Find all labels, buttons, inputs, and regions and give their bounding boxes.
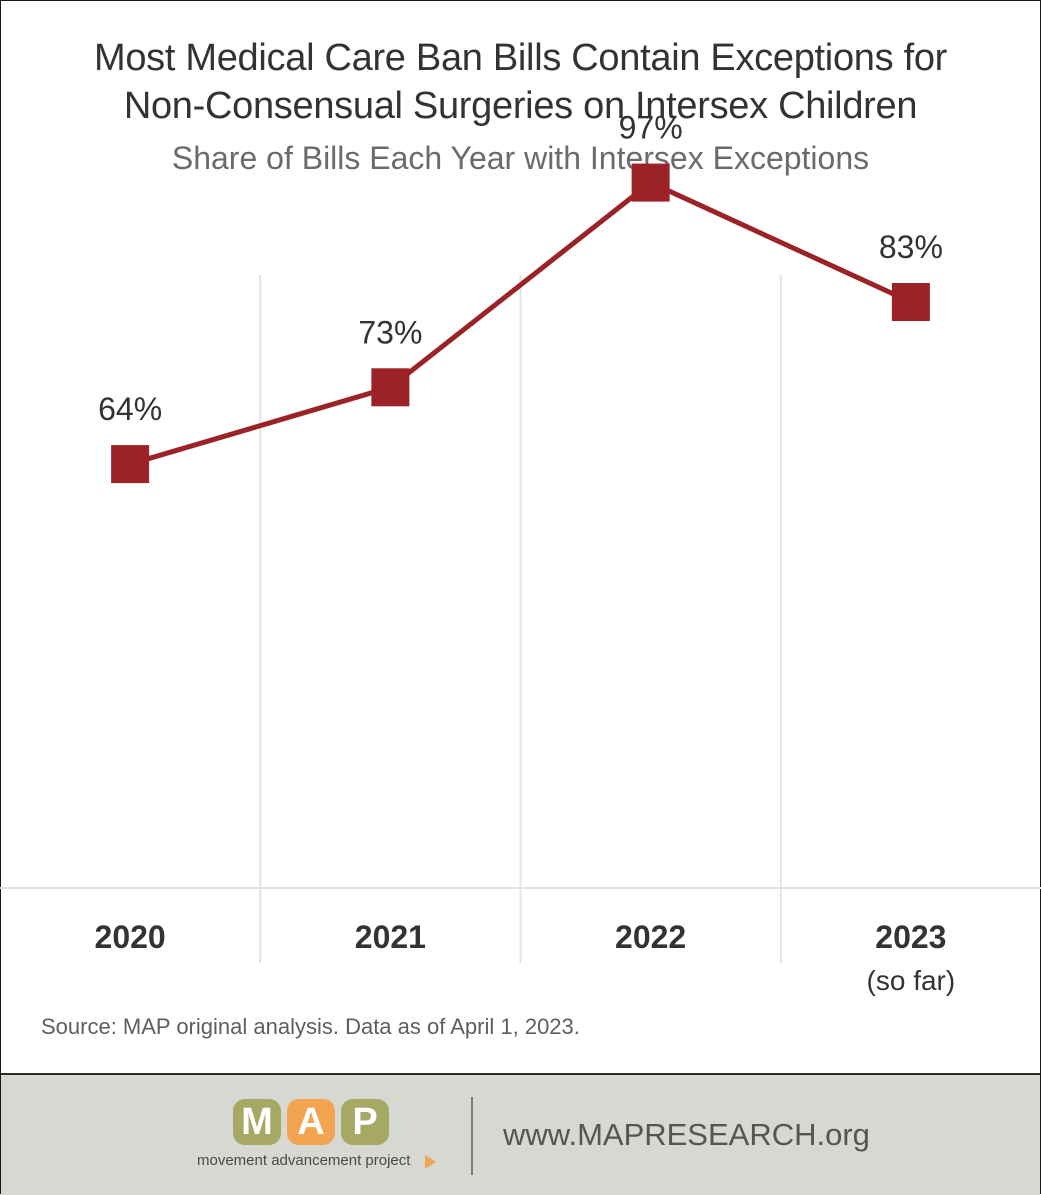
- series-line: [129, 179, 912, 467]
- data-point-2022: [631, 163, 670, 202]
- data-label-2023: 83%: [879, 229, 943, 265]
- logo-letter-m: M: [233, 1099, 281, 1145]
- data-label-2021: 73%: [358, 314, 422, 350]
- data-point-2020: [111, 445, 150, 484]
- logo-letter-a: A: [287, 1099, 335, 1145]
- data-label-2020: 64%: [98, 391, 162, 427]
- x-tick-label-2021: 2021: [355, 919, 426, 955]
- x-tick-label-2022: 2022: [615, 919, 686, 955]
- play-arrow-icon: [425, 1155, 436, 1169]
- logo-letter-p: P: [341, 1099, 389, 1145]
- data-label-2022: 97%: [619, 110, 683, 146]
- chart-subtitle: Share of Bills Each Year with Intersex E…: [171, 140, 870, 176]
- x-tick-label-2023: 2023: [875, 919, 946, 955]
- footer-url-link[interactable]: www.MAPRESEARCH.org: [503, 1117, 870, 1152]
- data-point-2023: [891, 283, 930, 322]
- logo-tagline: movement advancement project: [197, 1152, 411, 1169]
- x-tick-note-2023: (so far): [867, 965, 956, 996]
- map-logo[interactable]: M A P movement advancement project: [197, 1099, 443, 1175]
- line-chart: 64% 73% 97% 83% 2020 2021 2022 2023 (so far): [0, 110, 1041, 996]
- x-tick-label-2020: 2020: [95, 919, 166, 955]
- chart-title-line-2: Non-Consensual Surgeries on Intersex Chi…: [123, 85, 918, 127]
- footer-divider: [471, 1097, 473, 1175]
- footer-bar: M A P movement advancement project www.M…: [1, 1073, 1040, 1195]
- chart-title-line-1: Most Medical Care Ban Bills Contain Exce…: [93, 37, 948, 79]
- source-note: Source: MAP original analysis. Data as o…: [41, 1014, 580, 1039]
- data-point-2021: [371, 368, 410, 407]
